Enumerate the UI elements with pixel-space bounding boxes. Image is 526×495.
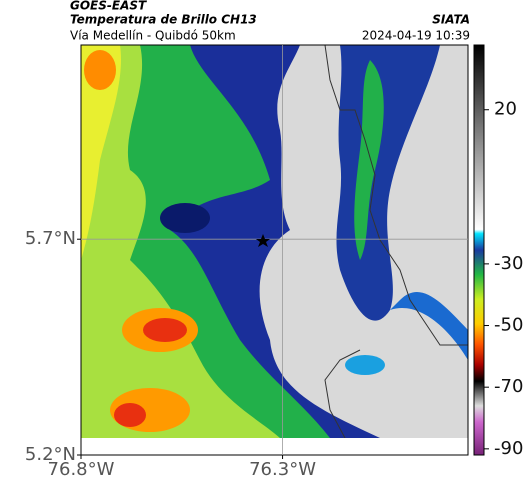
map-frame [80, 44, 469, 456]
source: SIATA [432, 13, 470, 27]
subtitle: Temperatura de Brillo CH13 [70, 13, 257, 27]
crosshair [81, 45, 468, 455]
datetime: 2024-04-19 10:39 [362, 29, 470, 43]
lat-tick-label: 5.2°N [25, 444, 76, 465]
colorbar-tick-label: -70 [494, 376, 523, 397]
title: GOES-EAST [70, 0, 147, 13]
colorbar-tick-label: 20 [494, 99, 517, 120]
route: Vía Medellín - Quibdó 50km [70, 29, 236, 43]
location-marker [256, 234, 270, 247]
colorbar-tick-label: -30 [494, 253, 523, 274]
lon-tick-label: 76.8°W [48, 459, 115, 480]
lon-tick-label: 76.3°W [249, 459, 316, 480]
satellite-image [81, 45, 468, 438]
lat-tick-label: 5.7°N [25, 228, 76, 249]
colorbar-tick-label: -50 [494, 315, 523, 336]
colorbar-tick-label: -90 [494, 438, 523, 459]
colorbar [473, 44, 485, 456]
